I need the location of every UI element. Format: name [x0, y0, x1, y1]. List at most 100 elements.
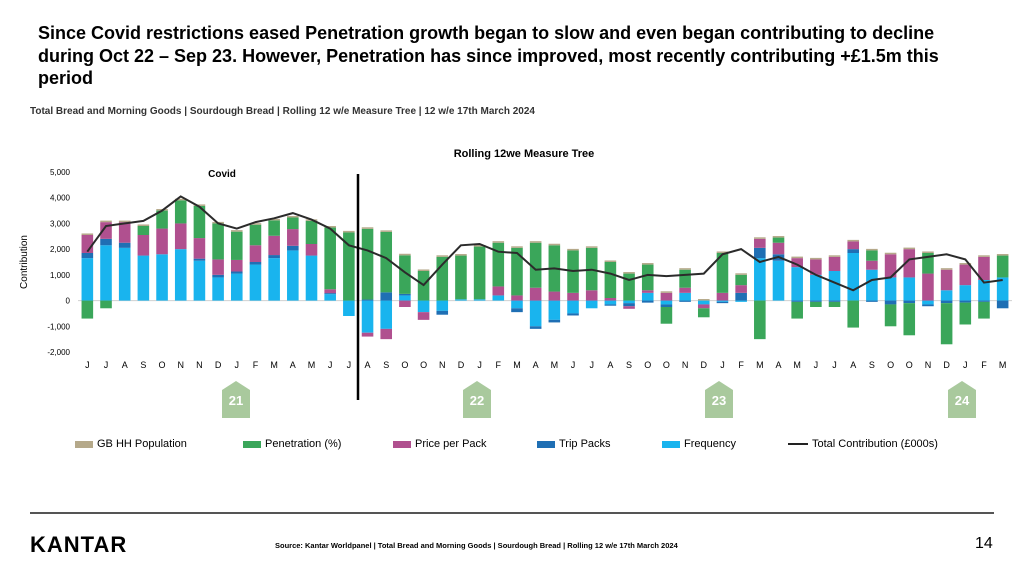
bar-price_per_pack: [380, 328, 393, 340]
bar-frequency: [978, 280, 990, 301]
bar-gb_hh_population: [922, 251, 934, 253]
year-label: 24: [955, 393, 970, 408]
x-tick-label: M: [756, 360, 764, 370]
bar-price_per_pack: [230, 259, 243, 272]
bar-gb_hh_population: [100, 220, 112, 223]
x-tick-label: F: [981, 360, 987, 370]
bar-trip_packs: [100, 238, 112, 246]
bar-trip_packs: [399, 293, 411, 296]
y-tick-label: -2,000: [47, 348, 70, 357]
bar-trip_packs: [716, 301, 729, 304]
bar-gb_hh_population: [585, 246, 598, 248]
legend-swatch: [788, 443, 808, 445]
x-tick-label: F: [253, 360, 259, 370]
bar-frequency: [585, 300, 598, 309]
bar-gb_hh_population: [604, 260, 617, 262]
bar-gb_hh_population: [903, 247, 916, 250]
bar-frequency: [716, 300, 729, 302]
bar-frequency: [660, 300, 673, 305]
bar-penetration: [324, 227, 336, 290]
x-tick-label: N: [439, 360, 446, 370]
x-tick-label: J: [814, 360, 819, 370]
bar-trip_packs: [978, 300, 990, 302]
bar-frequency: [436, 300, 449, 311]
legend-item-trip_packs: Trip Packs: [537, 438, 611, 450]
x-tick-label: M: [999, 360, 1007, 370]
page-number: 14: [975, 535, 993, 552]
bar-penetration: [847, 300, 860, 328]
chart-legend: GB HH Population Penetration (%) Price per…: [75, 438, 975, 454]
bar-penetration: [641, 264, 654, 291]
bar-price_per_pack: [81, 235, 94, 253]
bar-trip_packs: [249, 262, 262, 265]
bar-trip_packs: [735, 292, 747, 301]
bar-frequency: [922, 300, 934, 305]
bar-penetration: [903, 303, 916, 336]
bar-penetration: [455, 255, 467, 300]
bar-gb_hh_population: [249, 223, 262, 225]
bar-frequency: [735, 300, 747, 302]
source-note: Source: Kantar Worldpanel | Total Bread …: [275, 541, 678, 550]
bar-price_per_pack: [866, 260, 878, 270]
bar-penetration: [791, 301, 803, 319]
x-tick-label: O: [401, 360, 408, 370]
bar-trip_packs: [212, 274, 224, 278]
bar-penetration: [511, 247, 523, 296]
bar-penetration: [174, 200, 187, 224]
bar-penetration: [399, 255, 411, 294]
x-tick-label: A: [533, 360, 539, 370]
x-tick-label: J: [571, 360, 576, 370]
bar-penetration: [156, 210, 168, 229]
bar-penetration: [268, 220, 280, 236]
bar-price_per_pack: [697, 304, 710, 309]
bar-frequency: [380, 300, 393, 329]
bar-trip_packs: [866, 300, 878, 302]
x-tick-label: M: [793, 360, 801, 370]
bar-gb_hh_population: [641, 263, 654, 265]
bar-trip_packs: [604, 304, 617, 306]
y-tick-label: 1,000: [50, 271, 71, 280]
bar-price_per_pack: [772, 242, 785, 255]
x-tick-label: A: [775, 360, 781, 370]
bar-trip_packs: [548, 319, 561, 323]
bar-frequency: [567, 300, 579, 314]
bar-price_per_pack: [511, 295, 523, 301]
bar-frequency: [230, 273, 243, 301]
legend-swatch: [537, 440, 555, 448]
legend-label: Penetration (%): [265, 438, 342, 450]
bar-trip_packs: [361, 299, 374, 301]
bar-penetration: [996, 255, 1009, 278]
x-tick-label: N: [682, 360, 689, 370]
bar-price_per_pack: [567, 292, 579, 301]
x-tick-label: M: [551, 360, 559, 370]
x-tick-label: J: [85, 360, 90, 370]
measure-tree-chart: Rolling 12we Measure Tree Contribution J…: [19, 148, 1012, 418]
bar-price_per_pack: [305, 244, 318, 256]
bar-price_per_pack: [959, 264, 972, 286]
bar-frequency: [697, 300, 710, 305]
bar-trip_packs: [511, 308, 523, 313]
bar-trip_packs: [884, 300, 897, 305]
bar-gb_hh_population: [436, 255, 449, 257]
bar-penetration: [436, 256, 449, 301]
bar-frequency: [884, 277, 897, 301]
bar-trip_packs: [529, 326, 542, 329]
bar-frequency: [791, 267, 803, 301]
bar-gb_hh_population: [287, 215, 299, 218]
x-tick-label: D: [701, 360, 708, 370]
bar-frequency: [959, 285, 972, 301]
bar-frequency: [118, 247, 131, 301]
bar-gb_hh_population: [679, 268, 691, 270]
bar-gb_hh_population: [828, 255, 841, 257]
x-tick-label: D: [943, 360, 950, 370]
year-label: 22: [470, 393, 484, 408]
bar-gb_hh_population: [548, 243, 561, 246]
bar-frequency: [156, 254, 168, 301]
bar-price_per_pack: [978, 256, 990, 280]
bar-trip_packs: [118, 242, 131, 248]
bar-penetration: [137, 226, 150, 235]
bar-trip_packs: [81, 253, 94, 259]
bar-gb_hh_population: [511, 246, 523, 248]
x-tick-label: J: [832, 360, 837, 370]
bar-gb_hh_population: [772, 236, 785, 238]
